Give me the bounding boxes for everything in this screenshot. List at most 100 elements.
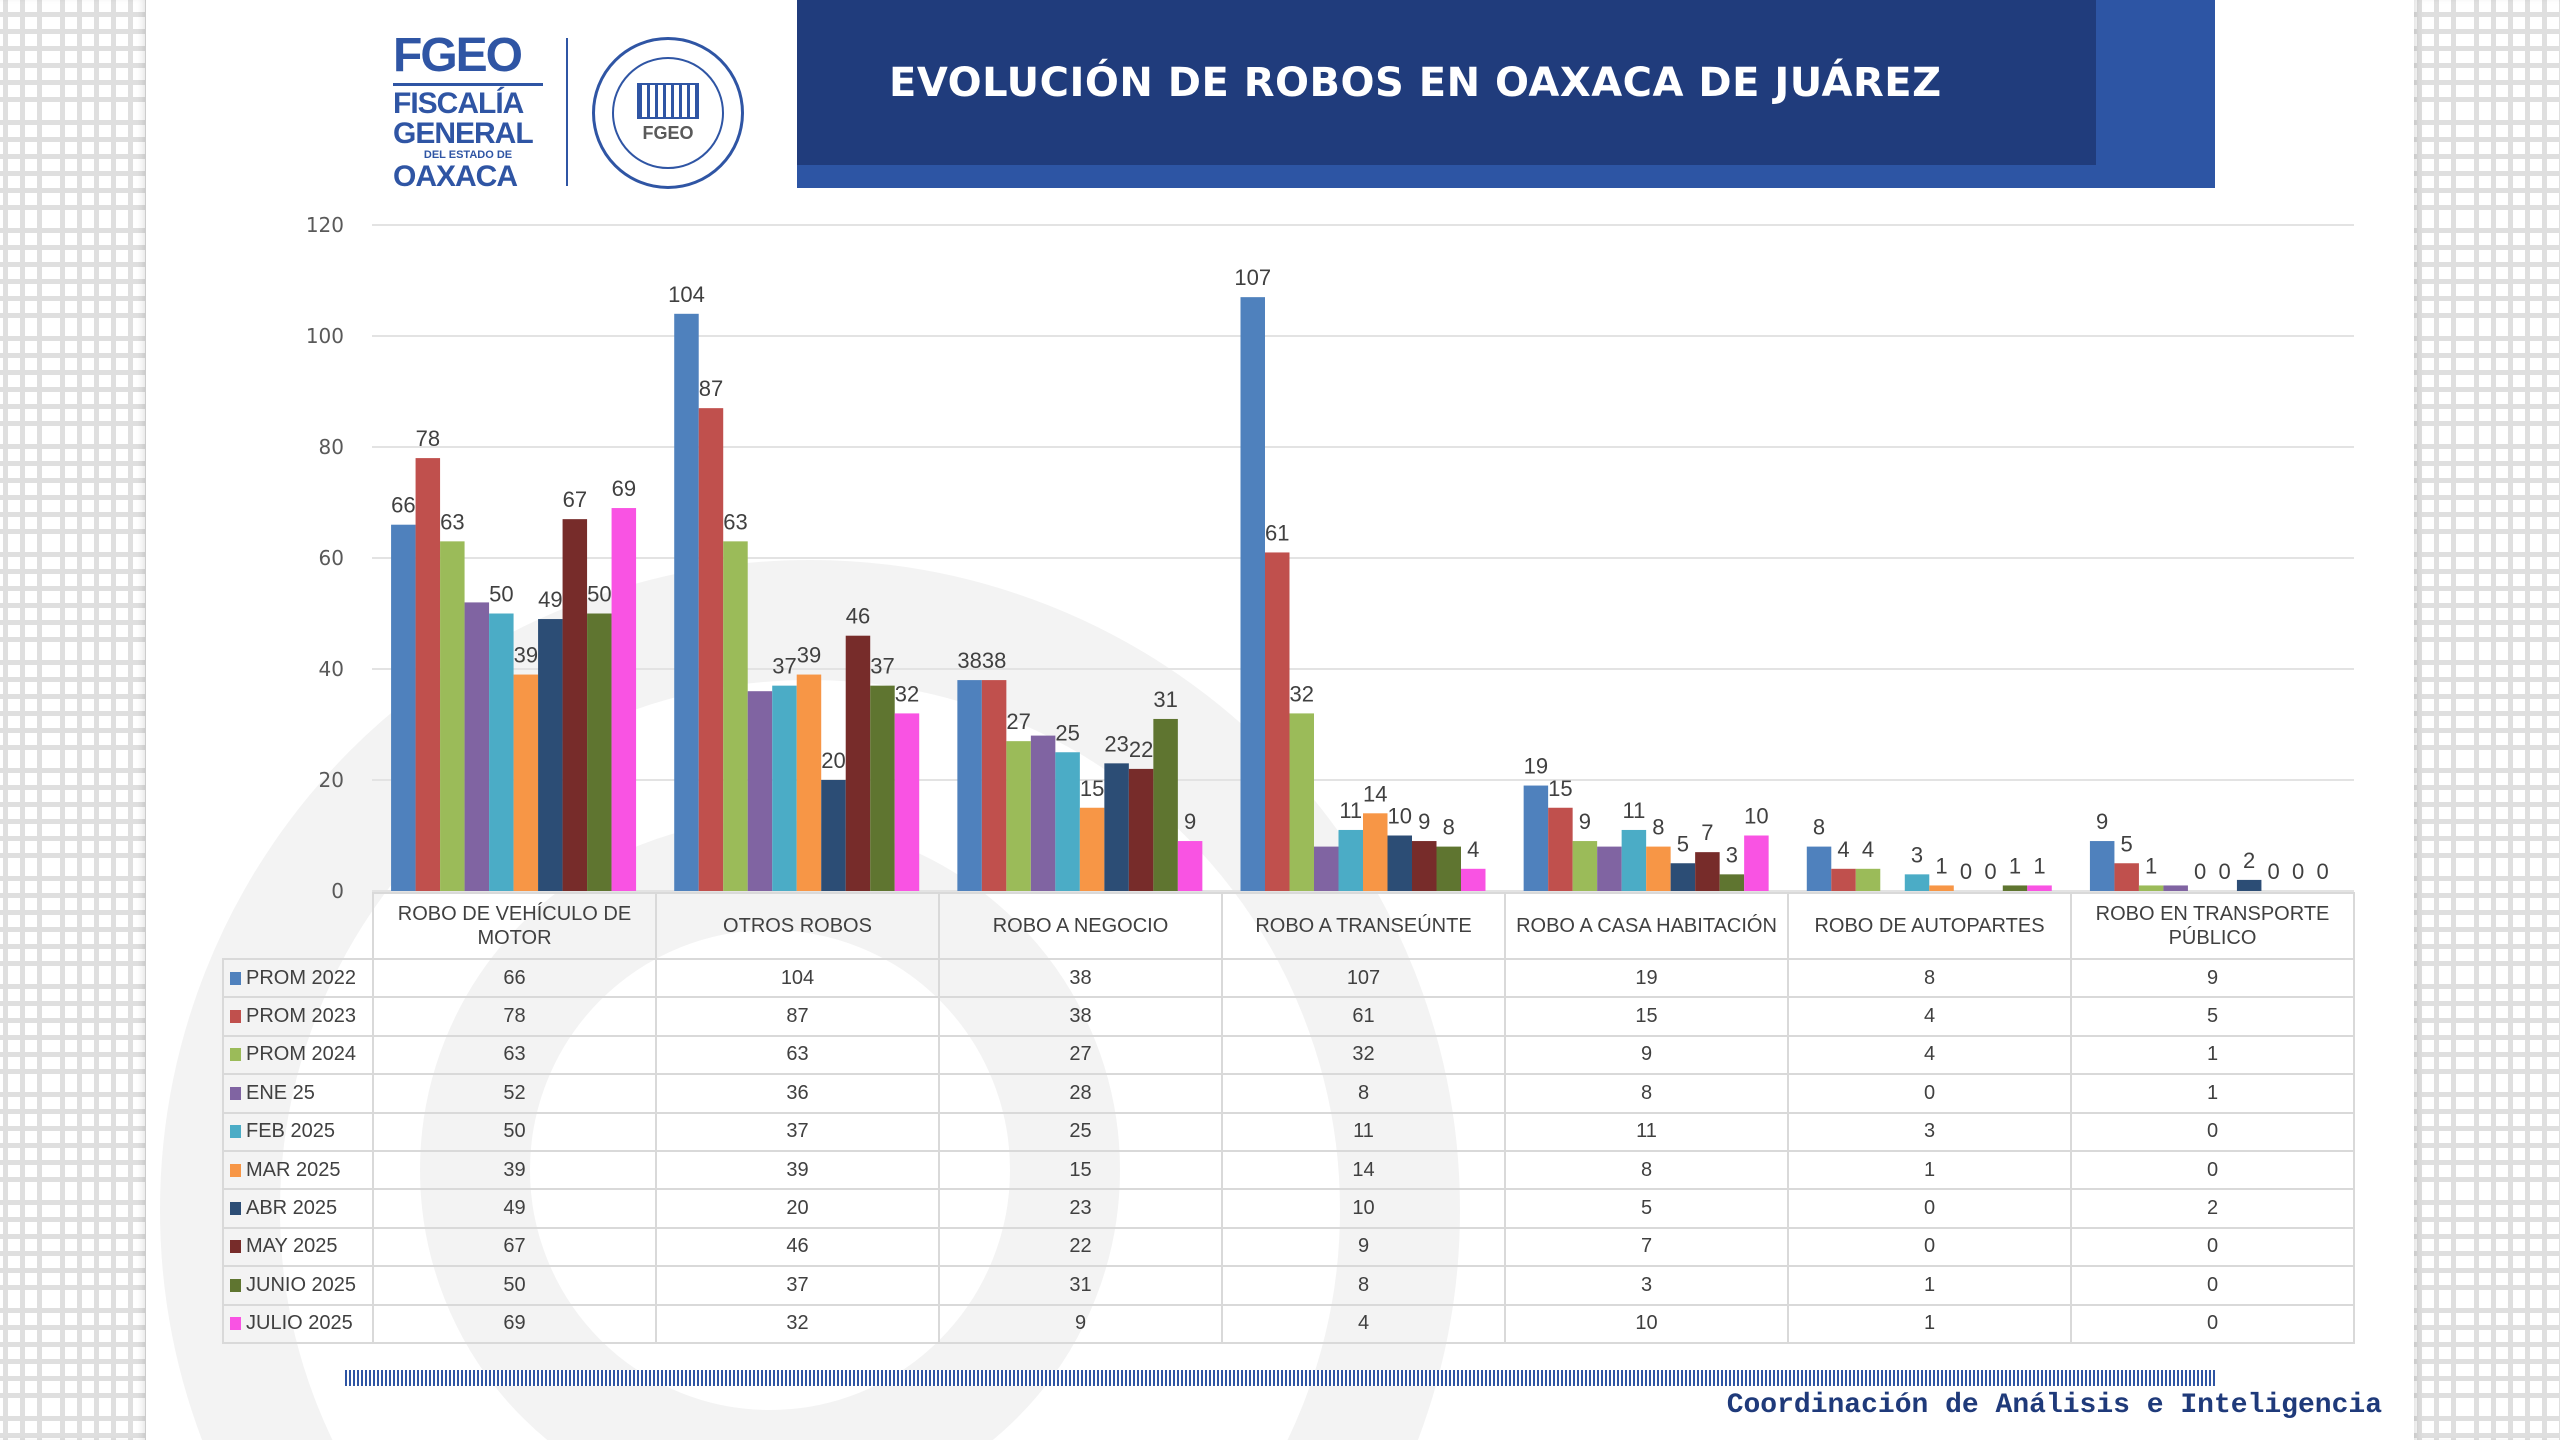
table-cell: 104 — [655, 957, 940, 999]
data-label: 0 — [2317, 859, 2329, 884]
table-cell: 9 — [1221, 1226, 1506, 1268]
bar — [562, 519, 588, 891]
table-row: PROM 2022 66 104 38 107 19 8 9 — [222, 957, 2355, 999]
logo-line-2: GENERAL — [393, 117, 534, 150]
table-cell: 20 — [655, 1188, 940, 1229]
bar — [2002, 885, 2028, 891]
data-label: 31 — [1153, 687, 1177, 712]
table-cell: 107 — [1221, 957, 1506, 999]
bar — [1338, 829, 1363, 891]
table-cell: 1 — [2070, 1073, 2355, 1114]
data-label: 15 — [1548, 776, 1572, 801]
table-cell: 22 — [938, 1226, 1223, 1268]
legend-swatch-icon — [230, 1278, 241, 1292]
table-cell: 19 — [1504, 957, 1789, 999]
bar — [1831, 868, 1856, 891]
table-cell: 7 — [1504, 1226, 1789, 1268]
y-tick-label: 20 — [319, 768, 344, 792]
table-column-header: ROBO A NEGOCIO — [938, 892, 1223, 960]
data-label: 3 — [1911, 842, 1923, 867]
data-label: 46 — [846, 604, 870, 629]
bar — [2236, 879, 2262, 891]
data-label: 63 — [440, 509, 464, 534]
table-cell: 8 — [1221, 1265, 1506, 1306]
legend-series-name: JULIO 2025 — [246, 1312, 353, 1335]
table-body: PROM 2022 66 104 38 107 19 8 9 PROM 2023 78 87 38 61… — [222, 957, 2355, 1344]
bar — [821, 780, 846, 891]
table-cell: 78 — [372, 996, 657, 1037]
data-label: 9 — [2096, 809, 2108, 834]
logo-line-3: DEL ESTADO DE — [423, 149, 513, 161]
data-label: 1 — [1935, 853, 1947, 878]
table-cell: 0 — [2070, 1149, 2355, 1191]
data-label: 39 — [797, 643, 821, 668]
seal-acronym: FGEO — [642, 122, 694, 143]
data-label: 0 — [2219, 859, 2231, 884]
table-cell: 46 — [655, 1226, 940, 1268]
right-decorative-pattern — [2414, 0, 2560, 1440]
building-icon — [637, 82, 699, 119]
bar — [1153, 718, 1178, 891]
bar — [1670, 863, 1696, 891]
bar — [957, 680, 982, 891]
table-cell: 0 — [2070, 1265, 2355, 1306]
seal-inner-ring: FGEO — [612, 57, 724, 169]
bar — [1387, 835, 1412, 891]
bar — [611, 508, 637, 891]
bar — [2089, 841, 2115, 891]
table-cell: 25 — [938, 1111, 1223, 1152]
table-cell: 5 — [1504, 1188, 1789, 1229]
data-label: 10 — [1744, 804, 1768, 829]
legend-series-cell: PROM 2023 — [222, 996, 374, 1037]
logo-divider — [566, 38, 568, 186]
table-cell: 69 — [372, 1303, 657, 1344]
bar — [1104, 763, 1129, 891]
legend-series-cell: FEB 2025 — [222, 1111, 374, 1152]
data-label: 4 — [1467, 837, 1479, 862]
table-cell: 50 — [372, 1111, 657, 1152]
table-cell: 8 — [1504, 1073, 1789, 1114]
legend-series-name: FEB 2025 — [246, 1120, 335, 1143]
table-cell: 1 — [1787, 1303, 2072, 1344]
data-label: 23 — [1104, 731, 1128, 756]
bar — [1929, 885, 1954, 891]
data-label: 10 — [1388, 804, 1412, 829]
data-label: 69 — [612, 476, 636, 501]
table-cell: 9 — [938, 1303, 1223, 1344]
y-tick-label: 40 — [319, 657, 344, 681]
bar — [538, 619, 563, 891]
legend-series-cell: MAY 2025 — [222, 1226, 374, 1268]
bar — [1055, 752, 1080, 891]
data-label: 3 — [1726, 842, 1738, 867]
table-cell: 38 — [938, 996, 1223, 1037]
legend-series-cell: JULIO 2025 — [222, 1303, 374, 1344]
data-label: 0 — [2292, 859, 2304, 884]
table-cell: 11 — [1221, 1111, 1506, 1152]
bar — [1079, 807, 1105, 891]
table-cell: 1 — [1787, 1149, 2072, 1191]
bar — [415, 458, 441, 891]
bar — [1240, 297, 1265, 891]
data-table: ROBO DE VEHÍCULO DE MOTOR OTROS ROBOS ROBO… — [222, 892, 2355, 1344]
logo-rule — [393, 83, 543, 86]
bar — [2027, 885, 2052, 891]
table-row: PROM 2024 63 63 27 32 9 4 1 — [222, 1034, 2355, 1076]
footer-text: Coordinación de Análisis e Inteligencia — [1726, 1390, 2382, 1421]
data-label: 14 — [1363, 781, 1387, 806]
data-label: 27 — [1006, 709, 1030, 734]
bar — [870, 685, 895, 891]
table-row: ABR 2025 49 20 23 10 5 0 2 — [222, 1188, 2355, 1229]
table-cell: 0 — [1787, 1188, 2072, 1229]
legend-swatch-icon — [230, 1240, 241, 1254]
data-label: 104 — [668, 282, 705, 307]
table-column-header: ROBO A TRANSEÚNTE — [1221, 892, 1506, 960]
table-cell: 15 — [938, 1149, 1223, 1191]
table-cell: 63 — [655, 1034, 940, 1076]
data-label: 37 — [870, 654, 894, 679]
legend-swatch-icon — [230, 1086, 241, 1100]
legend-series-name: ABR 2025 — [246, 1197, 338, 1220]
table-header-row: ROBO DE VEHÍCULO DE MOTOR OTROS ROBOS ROBO… — [223, 892, 2355, 960]
bar — [1744, 835, 1769, 891]
bar — [1412, 841, 1437, 891]
